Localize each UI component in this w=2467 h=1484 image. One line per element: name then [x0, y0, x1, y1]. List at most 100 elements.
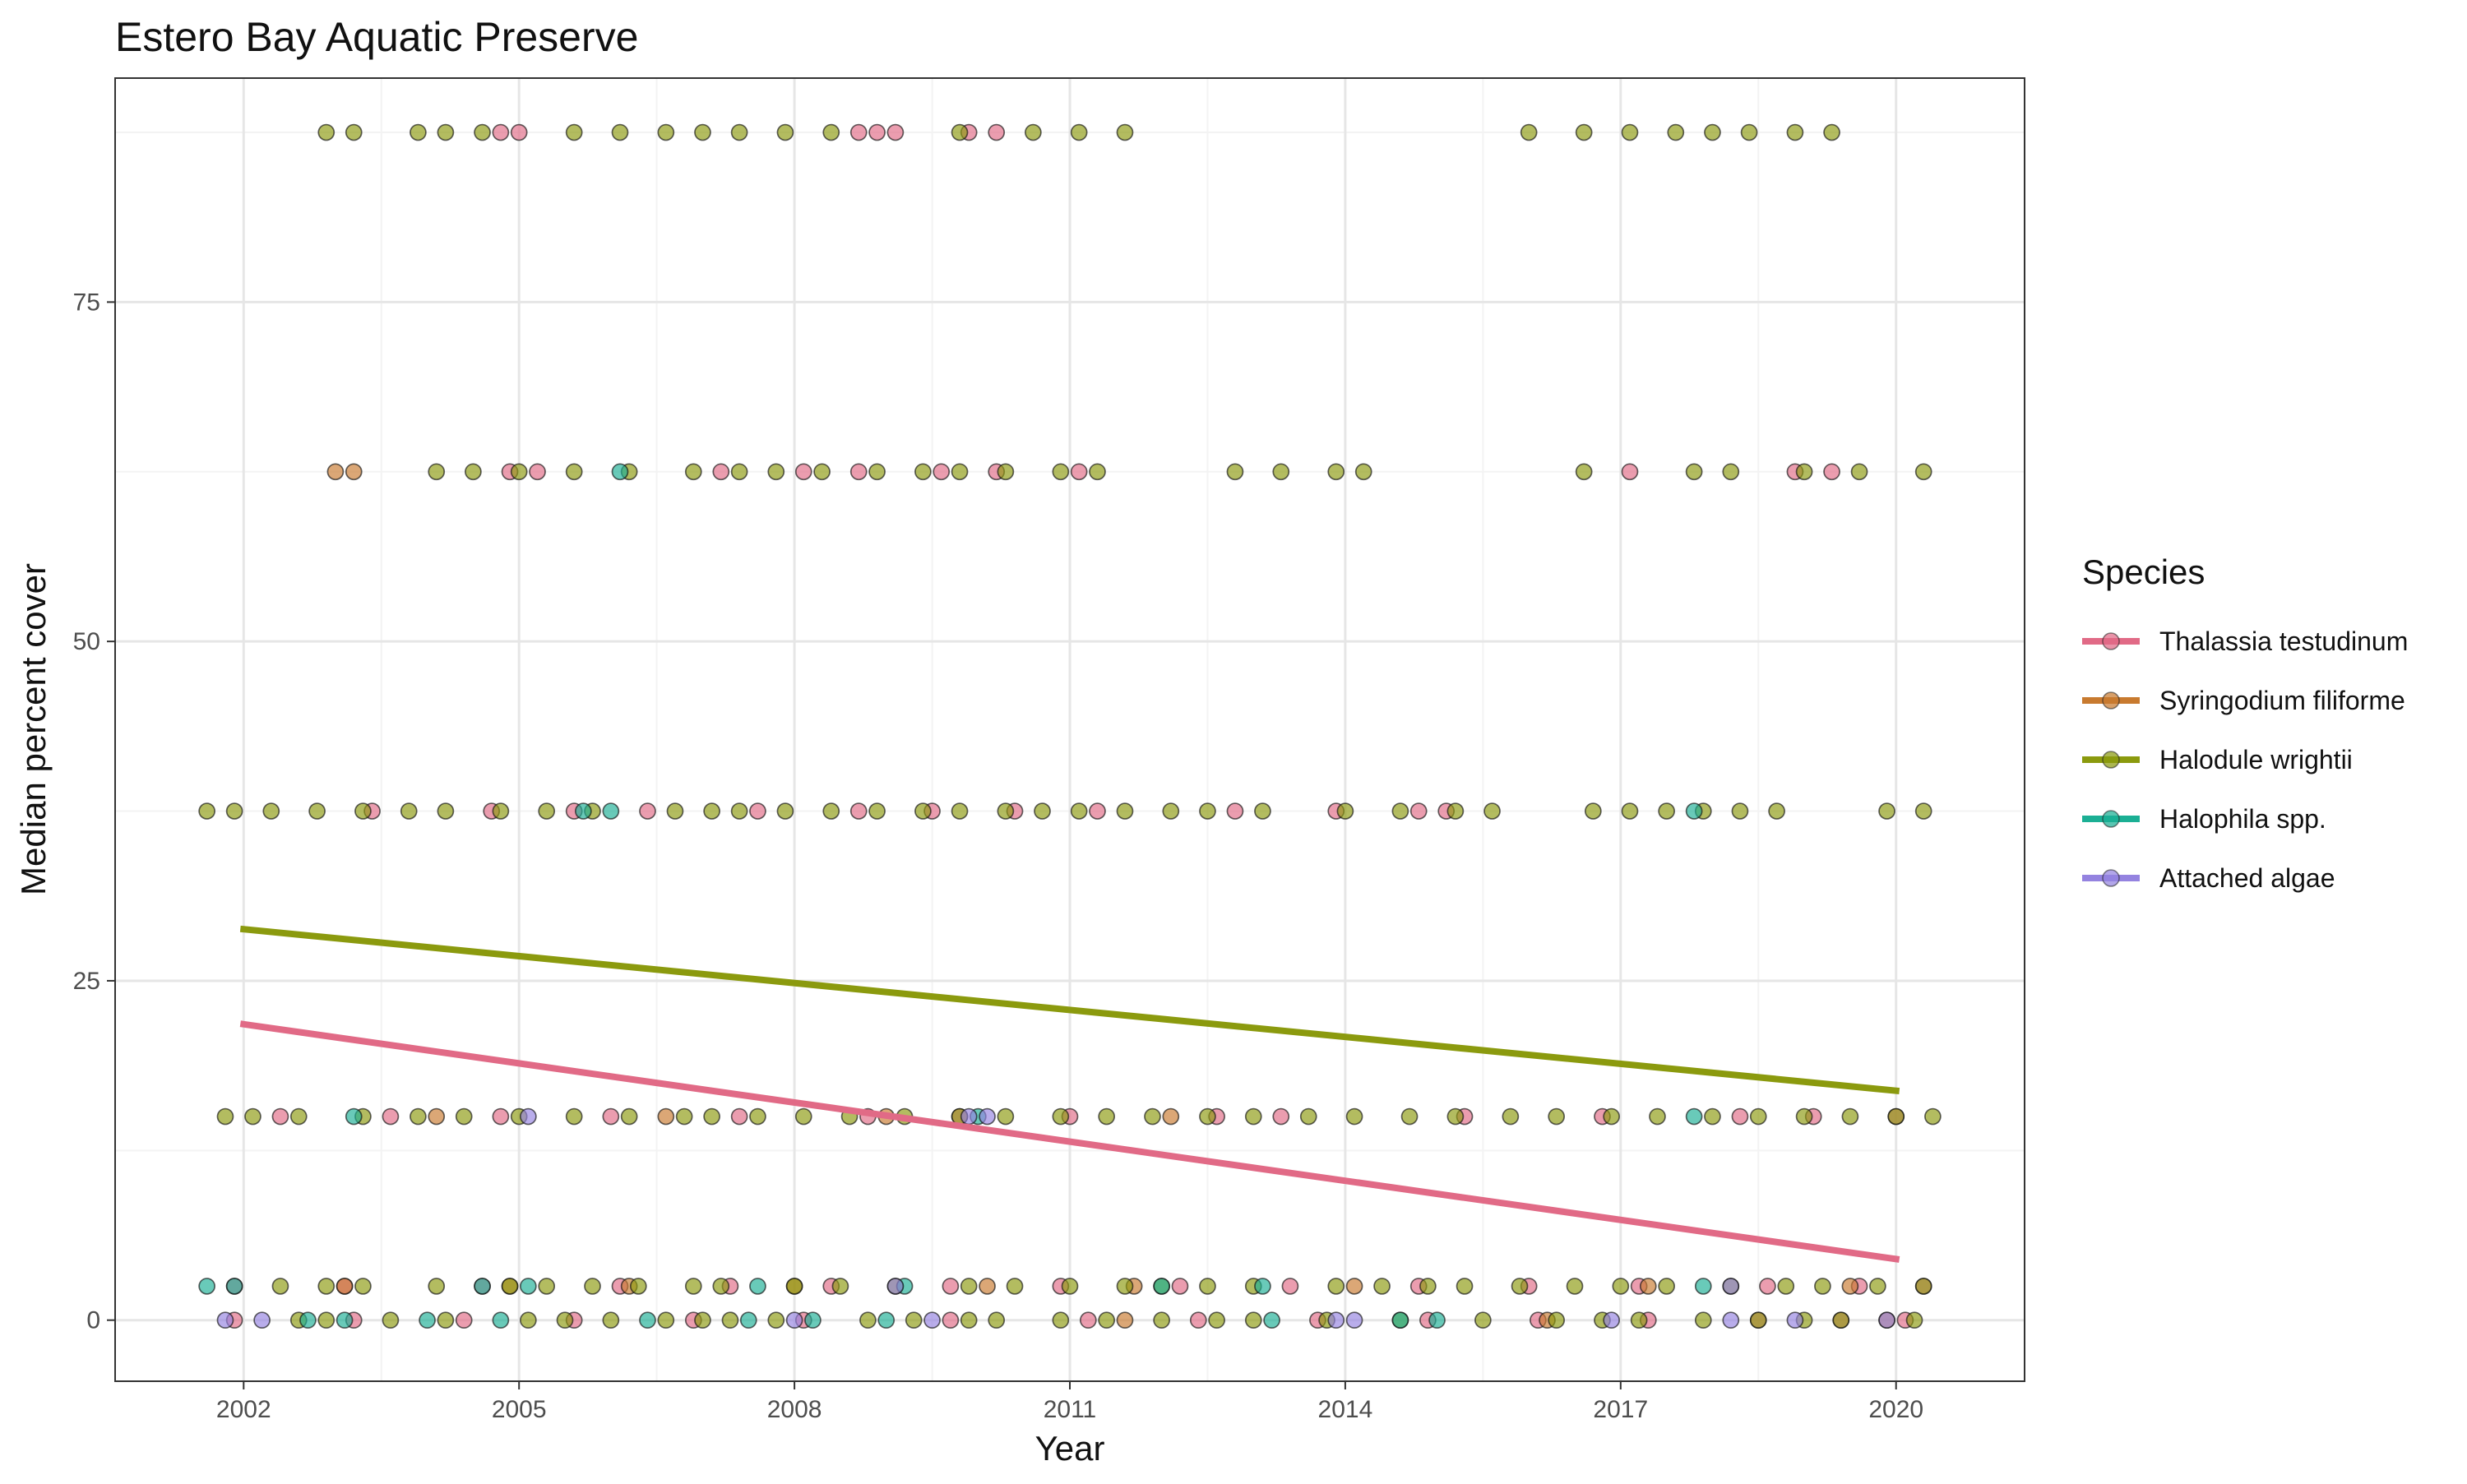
data-point — [1603, 1107, 1620, 1126]
data-point — [951, 802, 969, 820]
y-tick-label: 75 — [73, 289, 100, 316]
data-point — [1079, 1311, 1097, 1329]
data-point — [1603, 1311, 1620, 1329]
data-point — [629, 1278, 647, 1295]
data-point — [1731, 802, 1749, 820]
data-point — [198, 1278, 215, 1295]
data-point — [666, 802, 684, 820]
data-point — [1263, 1311, 1280, 1329]
data-point — [730, 463, 748, 481]
data-point — [354, 1278, 372, 1295]
data-point — [657, 1311, 675, 1329]
legend-label: Halophila spp. — [2159, 804, 2326, 834]
data-point — [675, 1107, 693, 1126]
data-point — [565, 1107, 583, 1126]
axis-layer: 2002 2005 2008 2011 2014 2017 2020 0 25 50 75 — [73, 289, 1923, 1423]
data-point — [804, 1311, 822, 1329]
data-point — [1685, 463, 1703, 481]
data-point — [410, 123, 427, 141]
data-point — [1878, 802, 1895, 820]
data-point — [997, 1107, 1015, 1126]
data-point — [611, 123, 629, 141]
data-point — [520, 1107, 537, 1126]
data-point — [951, 123, 969, 141]
data-point — [611, 463, 629, 481]
data-point — [849, 123, 868, 141]
data-point — [1116, 123, 1134, 141]
data-point — [1786, 1311, 1804, 1329]
data-point — [730, 123, 748, 141]
data-point — [1336, 802, 1354, 820]
legend-swatch-point — [2102, 869, 2120, 887]
data-point — [1116, 1311, 1134, 1329]
data-point — [1070, 123, 1088, 141]
data-point — [410, 1107, 427, 1126]
data-point — [1685, 1107, 1703, 1126]
x-axis-title: Year — [1035, 1429, 1105, 1468]
data-point — [1024, 123, 1042, 141]
data-point — [382, 1311, 400, 1329]
data-point — [1226, 463, 1244, 481]
data-point — [1749, 1311, 1767, 1329]
data-point — [979, 1278, 996, 1295]
legend-label: Attached algae — [2159, 863, 2335, 893]
data-point — [1254, 802, 1271, 820]
data-point — [492, 123, 510, 141]
x-tick-label: 2008 — [767, 1396, 822, 1423]
trend-line — [239, 1020, 1900, 1263]
data-point — [1621, 123, 1639, 141]
data-point — [1281, 1278, 1299, 1295]
data-point — [1391, 1311, 1409, 1329]
data-point — [1869, 1278, 1886, 1295]
data-point — [886, 1278, 905, 1295]
data-point — [501, 1278, 519, 1295]
legend-swatch-point — [2102, 632, 2120, 650]
data-point — [419, 1311, 436, 1329]
data-point — [510, 463, 528, 481]
data-point — [1070, 463, 1088, 481]
data-point — [1914, 802, 1932, 820]
data-point — [886, 123, 905, 141]
data-point — [1621, 463, 1639, 481]
data-point — [538, 802, 556, 820]
data-point — [556, 1311, 574, 1329]
data-point — [1116, 802, 1134, 820]
data-point — [1814, 1278, 1831, 1295]
data-point — [1089, 463, 1106, 481]
data-point — [639, 802, 656, 820]
data-point — [739, 1311, 757, 1329]
data-point — [1649, 1107, 1666, 1126]
data-point — [1061, 1278, 1079, 1295]
x-tick-label: 2017 — [1593, 1396, 1648, 1423]
data-point — [914, 463, 932, 481]
data-point — [1658, 802, 1675, 820]
data-point — [492, 802, 510, 820]
data-point — [849, 463, 868, 481]
data-point — [299, 1311, 317, 1329]
data-point — [694, 123, 711, 141]
data-point — [730, 1107, 748, 1126]
data-point — [1428, 1311, 1446, 1329]
data-point — [877, 1311, 896, 1329]
data-point — [602, 1311, 620, 1329]
data-point — [1621, 802, 1639, 820]
data-point — [602, 802, 620, 820]
data-point — [1272, 1107, 1290, 1126]
data-point — [1171, 1278, 1189, 1295]
data-point — [400, 802, 418, 820]
trend-line — [239, 925, 1900, 1095]
data-point — [1850, 463, 1868, 481]
data-point — [1098, 1107, 1116, 1126]
data-point — [1639, 1278, 1657, 1295]
data-point — [1630, 1311, 1648, 1329]
chart-title: Estero Bay Aquatic Preserve — [115, 14, 638, 60]
data-point — [1841, 1107, 1859, 1126]
data-point — [1052, 463, 1070, 481]
data-point — [345, 123, 363, 141]
data-point — [942, 1278, 960, 1295]
data-point — [216, 1107, 234, 1126]
data-point — [1153, 1278, 1170, 1295]
data-point — [225, 802, 243, 820]
data-point — [749, 802, 766, 820]
